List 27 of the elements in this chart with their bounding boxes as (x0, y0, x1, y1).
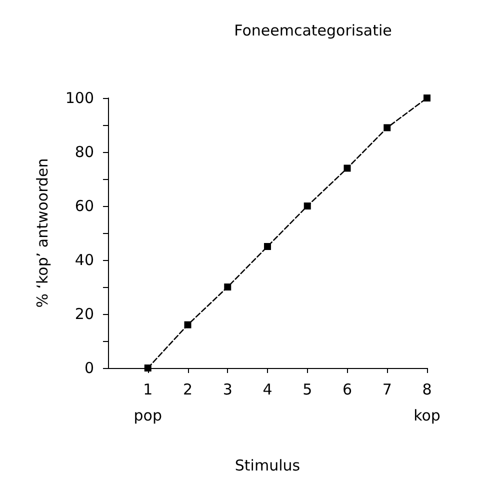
y-tick-label: 60 (74, 197, 94, 215)
y-axis-title: % ‘kop’ antwoorden (34, 158, 52, 308)
x-tick-label: 3 (222, 380, 232, 398)
point (184, 321, 192, 328)
y-tick-label: 40 (74, 251, 94, 269)
text: pop (134, 406, 162, 424)
y-tick-label: 0 (84, 359, 94, 377)
point (144, 364, 152, 372)
x-tick-label: 4 (262, 380, 272, 398)
x-tick-label: 5 (302, 380, 312, 398)
text: kop (414, 406, 440, 424)
point (344, 164, 351, 172)
point (264, 243, 271, 250)
x-tick-label: 7 (382, 380, 392, 398)
y-tick-label: 20 (74, 305, 94, 323)
point (224, 284, 232, 290)
point (384, 124, 391, 132)
chart-title: Foneemcategorisatie (234, 22, 392, 40)
y-tick-label: 80 (74, 143, 94, 161)
x-axis-title: Stimulus (234, 456, 300, 474)
x-tick-label: 6 (342, 380, 352, 398)
x-tick-label: 1 (143, 380, 153, 398)
y-tick-label: 100 (65, 89, 94, 107)
point (304, 202, 311, 210)
x-tick-label: 2 (182, 380, 193, 398)
point (424, 94, 430, 102)
x-tick-label: 8 (422, 380, 432, 398)
